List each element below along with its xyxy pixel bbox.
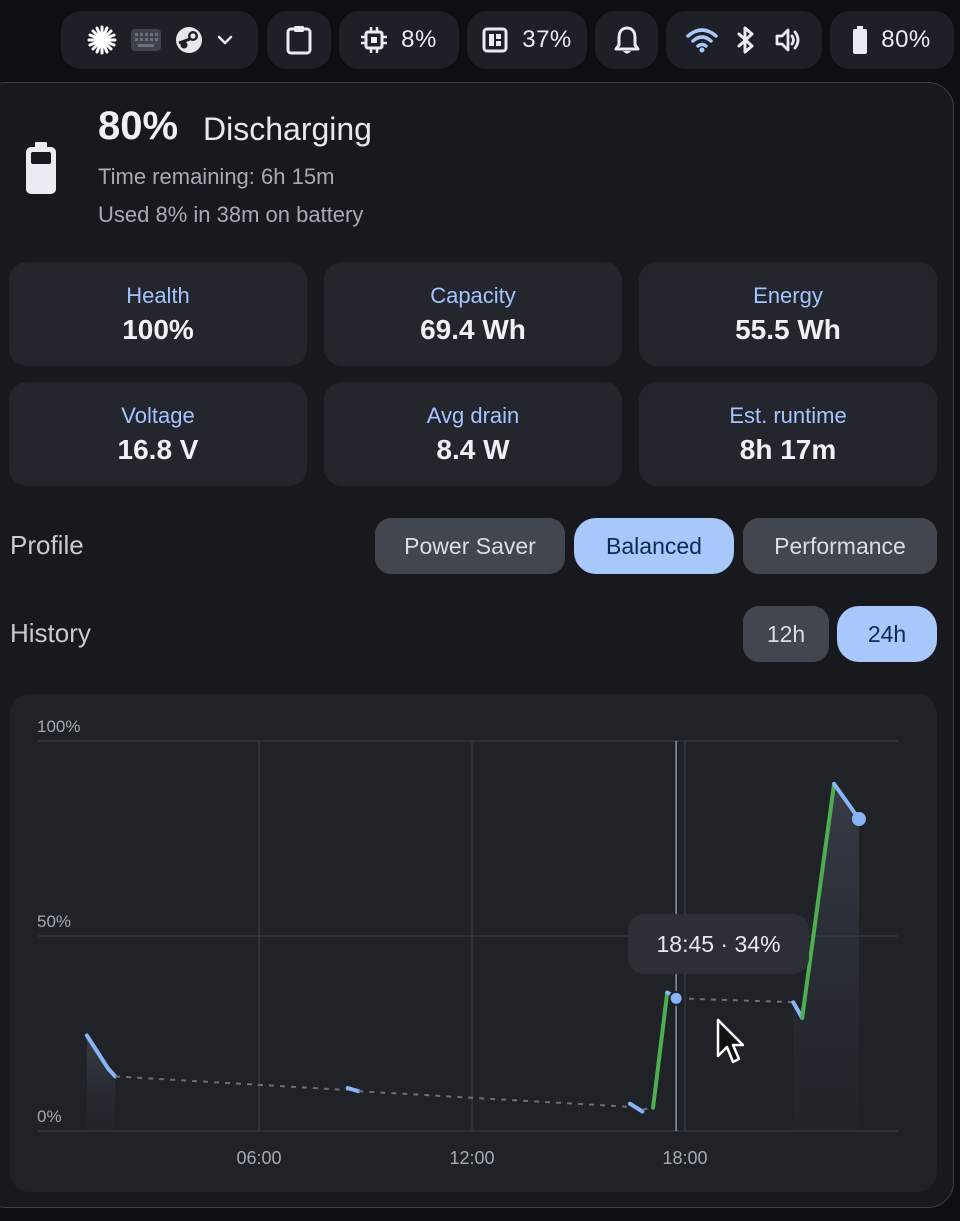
history-12h-button[interactable]: 12h	[743, 606, 829, 662]
profile-power-saver-button[interactable]: Power Saver	[375, 518, 565, 574]
quick-settings-pill[interactable]	[666, 11, 822, 69]
cpu-pill[interactable]: 8%	[339, 11, 459, 69]
keyboard-icon[interactable]	[130, 29, 161, 51]
volume-icon[interactable]	[774, 27, 802, 53]
stat-value: 8.4 W	[436, 434, 510, 465]
stat-value: 16.8 V	[117, 434, 199, 465]
tray-pill[interactable]	[61, 11, 258, 69]
stat-card-capacity: Capacity 69.4 Wh	[324, 262, 622, 366]
clipboard-pill[interactable]	[267, 11, 331, 69]
bluetooth-icon[interactable]	[736, 26, 756, 54]
history-label: History	[10, 618, 91, 648]
chart-area-fill	[86, 1035, 116, 1131]
chart-gap-segment	[677, 997, 799, 1004]
stat-value: 8h 17m	[739, 434, 837, 465]
chart-tooltip: 18:45 · 34%	[628, 914, 809, 974]
memory-pill[interactable]: 37%	[467, 11, 587, 69]
chart-end-point	[851, 812, 866, 826]
battery-percent-heading: 80%	[98, 104, 179, 148]
stat-card-health: Health 100%	[9, 262, 307, 366]
battery-pill[interactable]: 80%	[830, 11, 954, 69]
chart-area-fill	[793, 783, 859, 1131]
memory-usage: 37%	[522, 26, 572, 53]
time-remaining: Time remaining: 6h 15m	[98, 164, 335, 189]
clipboard-icon[interactable]	[286, 25, 312, 55]
asterisk-icon[interactable]	[87, 25, 117, 55]
memory-icon	[482, 27, 508, 53]
stat-value: 100%	[122, 314, 194, 345]
stat-label: Capacity	[430, 283, 516, 308]
stat-card-avg-drain: Avg drain 8.4 W	[324, 382, 622, 486]
stat-label: Est. runtime	[729, 403, 847, 428]
cpu-chip-icon	[361, 27, 388, 53]
stat-card-voltage: Voltage 16.8 V	[9, 382, 307, 486]
bell-icon[interactable]	[614, 25, 640, 55]
chart-discharging-segment	[627, 1101, 645, 1114]
stat-card-est-runtime: Est. runtime 8h 17m	[639, 382, 937, 486]
chart-gap-segment	[642, 1106, 654, 1111]
x-tick-label: 18:00	[662, 1148, 707, 1168]
wifi-icon[interactable]	[686, 27, 718, 53]
top-bar: 8% 37% 8	[0, 0, 960, 80]
chart-discharging-segment	[345, 1086, 361, 1094]
cpu-usage: 8%	[401, 26, 437, 53]
chart-charging-segment	[800, 781, 837, 1020]
steam-icon[interactable]	[175, 26, 203, 54]
battery-large-icon	[26, 142, 56, 199]
battery-icon	[853, 26, 868, 54]
chart-cursor-point	[668, 990, 684, 1006]
chart-charging-segment	[651, 990, 670, 1110]
stat-card-energy: Energy 55.5 Wh	[639, 262, 937, 366]
y-tick-label: 100%	[37, 717, 80, 736]
x-tick-label: 06:00	[236, 1148, 281, 1168]
battery-percentage: 80%	[881, 26, 931, 53]
x-tick-label: 12:00	[449, 1148, 494, 1168]
profile-label: Profile	[10, 530, 84, 560]
stat-label: Voltage	[121, 403, 195, 428]
y-tick-label: 0%	[37, 1107, 62, 1126]
chevron-down-icon[interactable]	[217, 35, 233, 45]
y-tick-label: 50%	[37, 912, 71, 931]
battery-usage: Used 8% in 38m on battery	[98, 202, 364, 227]
profile-balanced-button[interactable]: Balanced	[574, 518, 734, 574]
chart-discharging-segment	[84, 1033, 118, 1079]
stat-label: Avg drain	[426, 403, 520, 428]
chart-gap-segment	[115, 1075, 348, 1092]
stat-value: 55.5 Wh	[735, 314, 841, 345]
battery-state: Discharging	[203, 111, 372, 147]
profile-performance-button[interactable]: Performance	[743, 518, 937, 574]
history-24h-button[interactable]: 24h	[837, 606, 937, 662]
chart-gap-segment	[358, 1090, 643, 1109]
stat-label: Health	[126, 283, 190, 308]
chart-discharging-segment	[832, 781, 861, 821]
notifications-pill[interactable]	[595, 11, 658, 69]
stat-label: Energy	[753, 283, 823, 308]
mouse-cursor-icon	[716, 1018, 744, 1064]
stat-value: 69.4 Wh	[420, 314, 526, 345]
